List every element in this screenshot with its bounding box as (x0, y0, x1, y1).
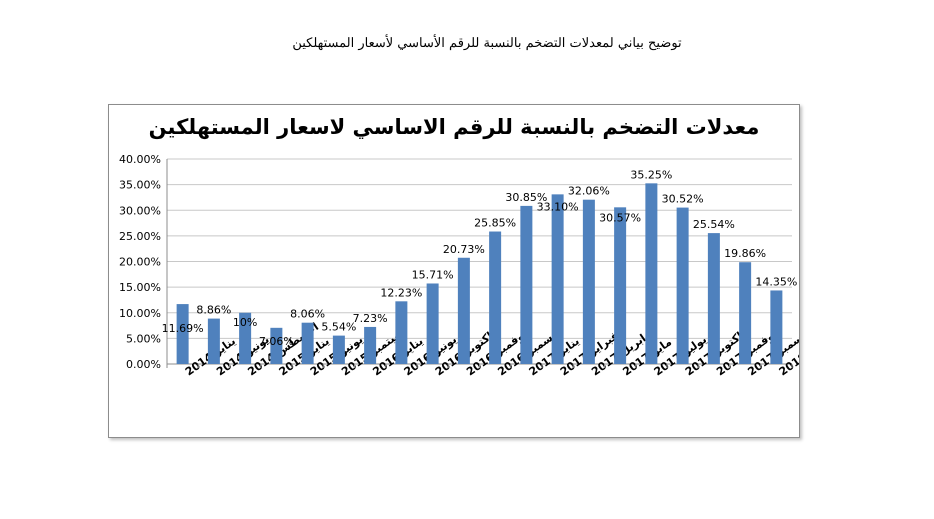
y-tick-label: 15.00% (119, 281, 161, 294)
data-label: 10% (233, 316, 257, 329)
bar (489, 231, 502, 364)
data-label: 11.69% (162, 322, 204, 335)
y-tick-label: 0.00% (126, 358, 161, 371)
bar (301, 322, 314, 364)
data-label: 25.85% (474, 217, 516, 230)
bar (364, 326, 377, 364)
page-caption: توضيح بياني لمعدلات التضخم بالنسبة للرقم… (292, 36, 682, 51)
bar (239, 312, 252, 364)
data-label: 30.85% (505, 191, 547, 204)
data-label: 20.73% (443, 243, 485, 256)
data-label: 35.25% (630, 168, 672, 181)
data-label: 33.10% (537, 200, 579, 213)
bar (582, 199, 595, 364)
data-label: 7.23% (353, 312, 388, 325)
chart-title: معدلات التضخم بالنسبة للرقم الاساسي لاسع… (148, 115, 760, 139)
bar (332, 335, 345, 364)
bar (520, 205, 533, 364)
y-tick-label: 20.00% (119, 256, 161, 269)
data-label: 19.86% (724, 247, 766, 260)
data-label: 30.52% (662, 193, 704, 206)
data-label: 8.06% (290, 308, 325, 321)
bar (457, 257, 470, 364)
bar (739, 262, 752, 364)
data-label: 7.06% (259, 335, 294, 348)
data-label: 14.35% (755, 275, 797, 288)
data-label: 25.54% (693, 218, 735, 231)
bar (551, 194, 564, 364)
bar (614, 207, 627, 364)
bar (426, 283, 439, 364)
data-label: 12.23% (380, 286, 422, 299)
bar (207, 318, 220, 364)
data-label: 15.71% (412, 268, 454, 281)
y-tick-label: 25.00% (119, 230, 161, 243)
data-label: 30.57% (599, 211, 641, 224)
y-tick-label: 5.00% (126, 332, 161, 345)
data-label: 8.86% (196, 304, 231, 317)
y-tick-label: 40.00% (119, 153, 161, 166)
bar (770, 290, 783, 364)
chart-frame: معدلات التضخم بالنسبة للرقم الاساسي لاسع… (108, 104, 800, 438)
bar (645, 183, 658, 364)
bar (270, 327, 283, 364)
y-tick-label: 10.00% (119, 307, 161, 320)
bar (707, 233, 720, 364)
y-tick-label: 30.00% (119, 204, 161, 217)
data-label: 5.54% (321, 321, 356, 334)
data-label: 32.06% (568, 185, 610, 198)
bar (676, 207, 689, 364)
y-tick-label: 35.00% (119, 179, 161, 192)
bar (176, 304, 189, 364)
bar-chart: 0.00% 5.00% 10.00% 15.00% 20.00% 25.00% 30.00%… (119, 153, 799, 378)
bar (395, 301, 408, 364)
